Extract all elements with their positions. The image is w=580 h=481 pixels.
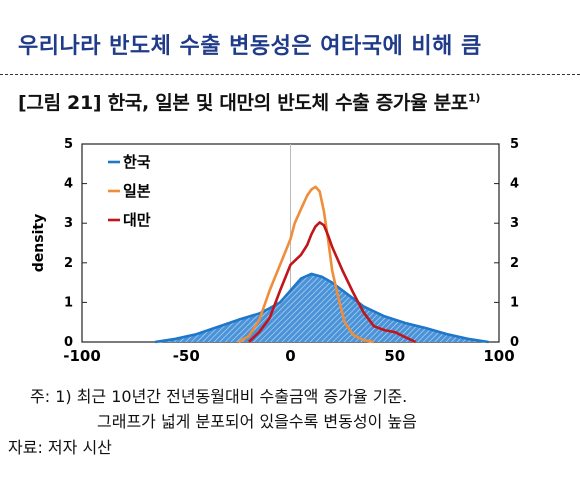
figure-title: [그림 21] 한국, 일본 및 대만의 반도체 수출 증가율 분포1) <box>18 88 480 115</box>
figure-title-footnote-mark: 1) <box>467 91 481 105</box>
series-line-2 <box>247 221 417 344</box>
y-tick-label-right-2: 2 <box>510 256 519 271</box>
y-tick-label-right-5: 5 <box>510 137 519 152</box>
y-tick-label-left-4: 4 <box>64 177 73 192</box>
series-line-1 <box>237 185 375 344</box>
x-tick-label-4: 100 <box>483 347 514 365</box>
legend-label-1: 일본 <box>123 182 151 200</box>
x-tick-label-3: 50 <box>384 347 405 365</box>
legend-label-2: 대만 <box>123 211 151 229</box>
y-tick-label-left-5: 5 <box>64 137 73 152</box>
figure-title-text: [그림 21] 한국, 일본 및 대만의 반도체 수출 증가율 분포 <box>18 92 468 114</box>
x-tick-label-0: -100 <box>63 347 101 365</box>
note-line-1: 주: 1) 최근 10년간 전년동월대비 수출금액 증가율 기준. <box>30 387 408 406</box>
y-tick-label-right-0: 0 <box>510 335 519 350</box>
x-tick-label-1: -50 <box>173 347 200 365</box>
y-tick-label-left-1: 1 <box>64 295 73 310</box>
note-line-2: 그래프가 넓게 분포되어 있을수록 변동성이 높음 <box>97 412 417 431</box>
y-tick-label-right-3: 3 <box>510 216 519 231</box>
y-tick-label-left-0: 0 <box>64 335 73 350</box>
y-tick-label-right-4: 4 <box>510 177 519 192</box>
y-tick-label-left-3: 3 <box>64 216 73 231</box>
y-axis-label: density <box>31 214 47 272</box>
source-note: 자료: 저자 시산 <box>8 438 112 457</box>
y-tick-label-right-1: 1 <box>510 295 519 310</box>
y-tick-label-left-2: 2 <box>64 256 73 271</box>
page-headline: 우리나라 반도체 수출 변동성은 여타국에 비해 큼 <box>18 34 482 59</box>
x-tick-label-2: 0 <box>285 347 295 365</box>
dashed-divider <box>0 74 580 75</box>
legend-label-0: 한국 <box>123 153 151 171</box>
series-line-0 <box>154 272 489 344</box>
series-area-0 <box>154 273 489 342</box>
